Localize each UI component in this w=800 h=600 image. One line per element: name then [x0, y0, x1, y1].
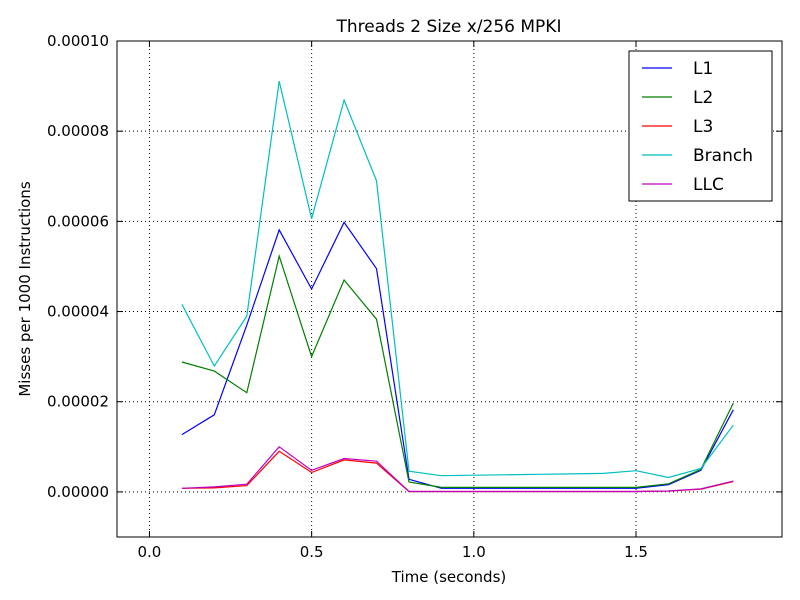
legend: L1 L2 L3 Branch LLC — [628, 50, 773, 202]
x-axis-label: Time (seconds) — [391, 568, 507, 586]
series-lines — [181, 80, 734, 493]
legend-label: L3 — [693, 117, 713, 137]
series-line-l2 — [181, 253, 734, 488]
legend-label: L1 — [693, 59, 713, 79]
y-tick-label: 0.00004 — [47, 303, 109, 321]
chart-title: Threads 2 Size x/256 MPKI — [336, 17, 562, 37]
y-tick-label: 0.00008 — [47, 122, 109, 140]
y-tick-label: 0.00006 — [47, 212, 109, 230]
x-tick-label: 1.5 — [624, 543, 648, 561]
series-line-branch — [181, 80, 734, 479]
series-line-llc — [181, 445, 734, 493]
axis-ticks: 0.0 0.5 1.0 1.5 0.00000 0.00002 0.00004 0.00006… — [47, 32, 782, 561]
x-tick-label: 0.5 — [300, 543, 324, 561]
y-tick-label: 0.00002 — [47, 393, 109, 411]
legend-label: L2 — [693, 88, 713, 108]
y-axis-label: Misses per 1000 Instructions — [16, 181, 34, 396]
plot-frame — [116, 40, 783, 538]
y-tick-label: 0.00000 — [47, 483, 109, 501]
legend-label: Branch — [693, 146, 753, 166]
y-tick-label: 0.00010 — [47, 32, 109, 50]
series-line-l1 — [181, 221, 734, 489]
legend-label: LLC — [693, 175, 724, 195]
x-tick-label: 0.0 — [138, 543, 162, 561]
x-tick-label: 1.0 — [462, 543, 486, 561]
